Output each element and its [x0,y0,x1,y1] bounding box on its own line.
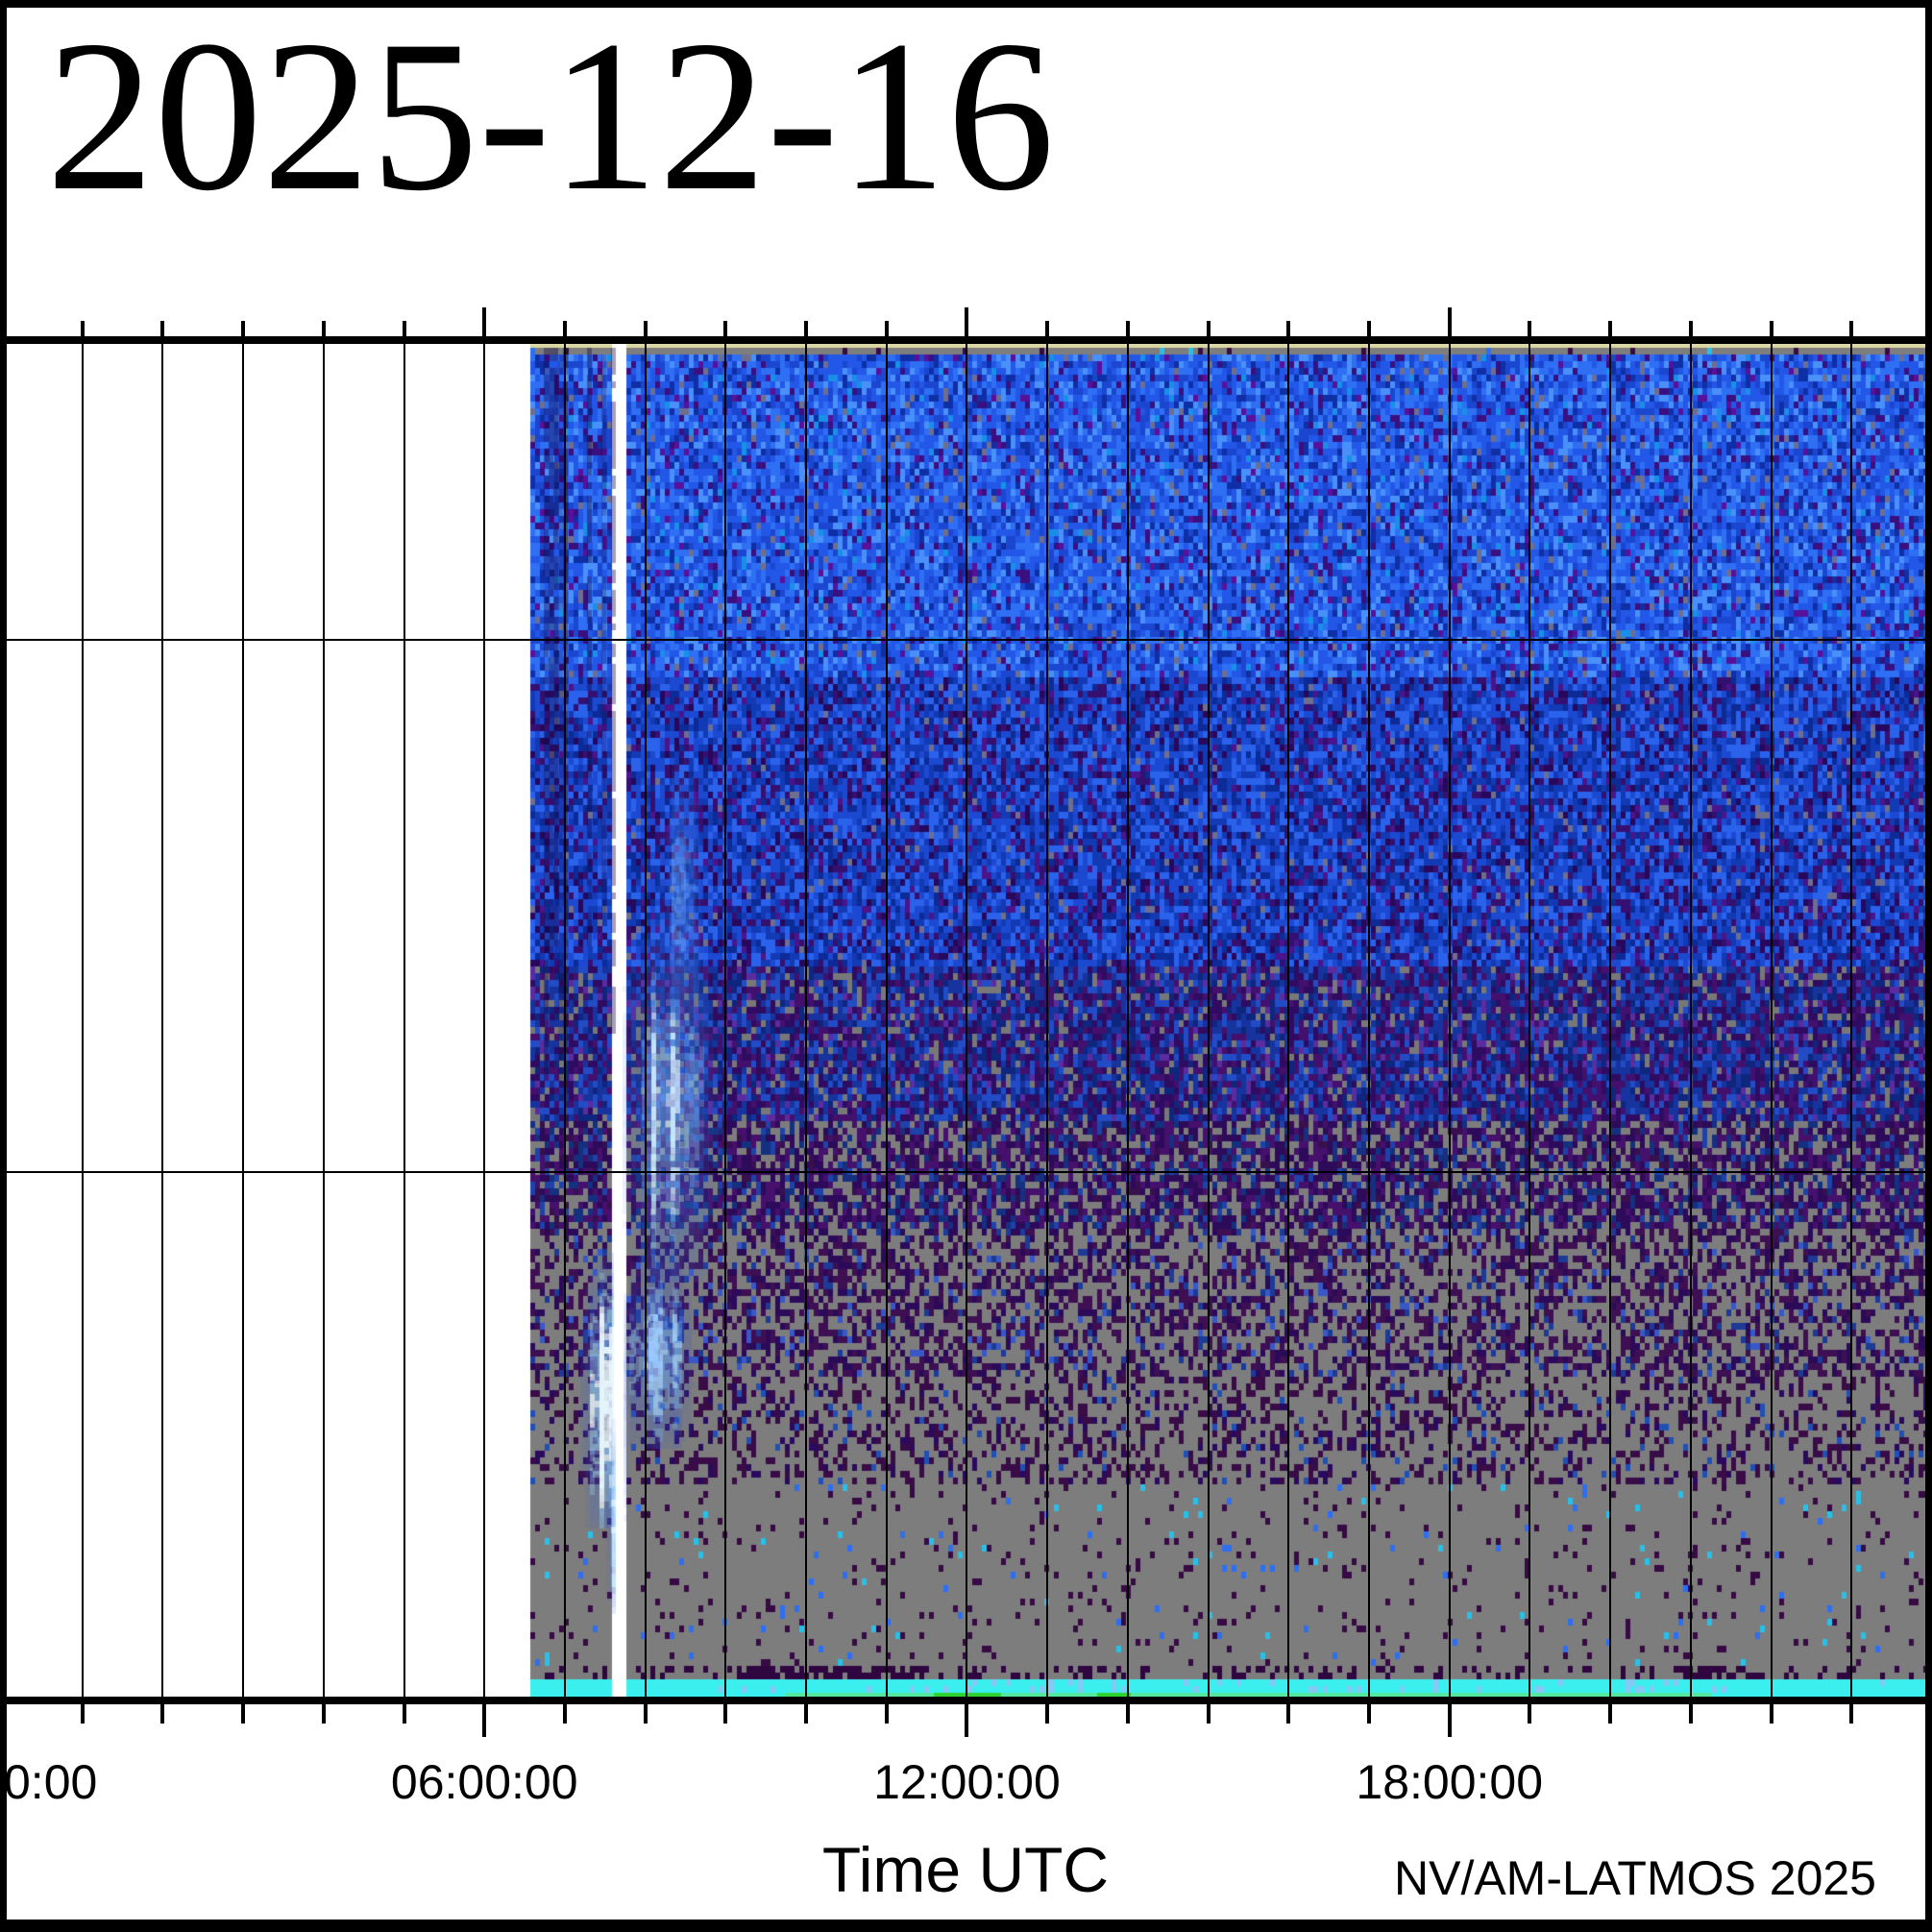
hour-gridline [644,344,647,1697]
top-axis-line [0,336,1932,344]
hour-tick-top [643,321,648,336]
hour-tick-top [1286,321,1291,336]
hour-tick-bottom [482,1704,487,1737]
hour-gridline [1609,344,1612,1697]
hour-gridline [242,344,245,1697]
hour-tick-top [1688,321,1693,336]
hour-tick-top [804,321,809,336]
hour-tick-bottom [160,1704,165,1724]
hour-tick-top [1125,321,1130,336]
hour-tick-bottom [965,1704,969,1737]
hour-tick-bottom [884,1704,889,1724]
hour-tick-top [80,321,85,336]
hour-gridline [161,344,164,1697]
x-axis-title: Time UTC [821,1834,1110,1905]
hour-tick-top [402,321,406,336]
hour-tick-top [1528,321,1532,336]
hour-gridline [1207,344,1210,1697]
hour-gridline [805,344,808,1697]
hour-tick-bottom [402,1704,406,1724]
hour-tick-bottom [1608,1704,1613,1724]
hour-gridline [81,344,84,1697]
figure-border-bottom [0,1920,1932,1932]
hour-tick-top [1367,321,1372,336]
hour-tick-top [1045,321,1050,336]
hour-tick-bottom [1447,1704,1452,1737]
hour-tick-bottom [804,1704,809,1724]
hour-gridline [1126,344,1129,1697]
hour-tick-bottom [1849,1704,1854,1724]
figure-border-right [1925,0,1932,1932]
hour-tick-bottom [562,1704,567,1724]
hour-gridline [403,344,405,1697]
hour-gridline [885,344,888,1697]
hour-gridline [1287,344,1290,1697]
figure-border-top [0,0,1932,8]
hour-tick-bottom [1688,1704,1693,1724]
hour-gridline [966,344,968,1697]
hour-gridline [1046,344,1049,1697]
hour-tick-bottom [1769,1704,1773,1724]
hour-tick-top [723,321,728,336]
hour-gridline [1368,344,1371,1697]
credit-text: NV/AM-LATMOS 2025 [1393,1851,1876,1905]
hour-tick-top [1206,321,1211,336]
hour-gridline [724,344,727,1697]
hour-gridline [322,344,325,1697]
hour-tick-bottom [1045,1704,1050,1724]
hour-tick-top [965,307,969,336]
hour-tick-top [482,307,487,336]
hour-tick-top [1447,307,1452,336]
x-tick-label: 0:00 [4,1755,98,1809]
hour-tick-bottom [1206,1704,1211,1724]
hour-tick-top [562,321,567,336]
hour-tick-bottom [80,1704,85,1724]
hour-gridline [563,344,566,1697]
hour-tick-bottom [241,1704,246,1724]
hour-tick-bottom [1125,1704,1130,1724]
hour-gridline [1770,344,1773,1697]
x-tick-label: 18:00:00 [1356,1755,1544,1809]
hour-tick-bottom [1286,1704,1291,1724]
hour-gridline [1528,344,1531,1697]
hour-tick-top [1608,321,1613,336]
hour-gridline [1448,344,1451,1697]
hour-tick-top [241,321,246,336]
hour-tick-top [1849,321,1854,336]
date-title: 2025-12-16 [46,0,1055,235]
figure-border-left [0,0,7,1932]
hour-tick-bottom [1528,1704,1532,1724]
hour-gridline [1850,344,1853,1697]
hour-tick-top [160,321,165,336]
hour-tick-bottom [321,1704,326,1724]
hour-tick-bottom [723,1704,728,1724]
bottom-axis-line [0,1697,1932,1704]
hour-tick-top [884,321,889,336]
hour-tick-bottom [643,1704,648,1724]
x-tick-label: 06:00:00 [390,1755,578,1809]
hour-tick-top [321,321,326,336]
hour-tick-top [1769,321,1773,336]
hour-gridline [483,344,486,1697]
hour-tick-bottom [1367,1704,1372,1724]
hour-gridline [1689,344,1692,1697]
x-tick-label: 12:00:00 [873,1755,1061,1809]
